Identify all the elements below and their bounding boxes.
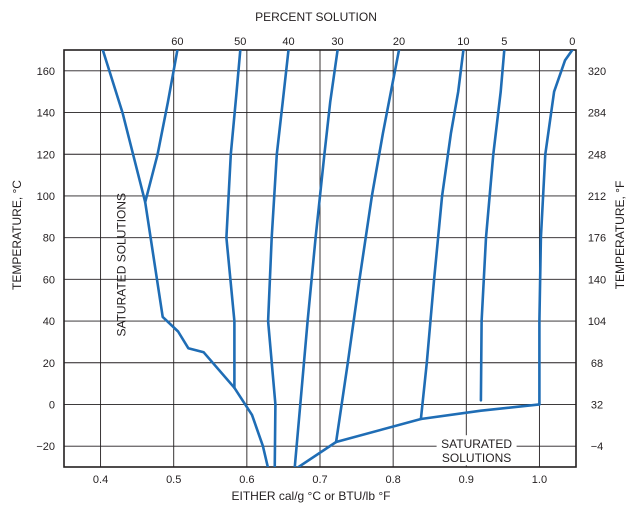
percent-solution-label: 10 (457, 36, 469, 48)
series-line-60-percent (143, 50, 179, 204)
saturated-solutions-annotation: SATURATED SOLUTIONS (115, 193, 129, 337)
percent-solution-label: 40 (282, 36, 294, 48)
y-tick-label-right: 212 (588, 191, 606, 203)
series-line-50-percent (225, 50, 242, 390)
tick-labels: 0.4 0.5 0.6 0.7 0.8 0.9 1.0 −20 −4 0 32 20 68 40 104 60… (36, 36, 606, 486)
saturation-boundary-line (101, 50, 270, 467)
saturated-solutions-annotation: SOLUTIONS (442, 451, 511, 465)
y-tick-label-right: 104 (588, 316, 606, 328)
y-tick-label-right: 248 (588, 149, 606, 161)
y-tick-label-right: −4 (591, 441, 604, 453)
y-tick-label-left: 80 (43, 233, 55, 245)
y-tick-label-left: 120 (37, 149, 55, 161)
annotation-background (436, 435, 517, 466)
y-axis-title-right: TEMPERATURE, °F (613, 181, 627, 290)
x-tick-label: 0.7 (312, 474, 327, 486)
series-line-5-percent (479, 50, 506, 402)
series-line-40-percent (266, 50, 290, 467)
y-tick-label-left: 160 (37, 66, 55, 78)
x-axis-title: EITHER cal/g °C or BTU/lb °F (232, 489, 391, 503)
y-tick-label-left: 100 (37, 191, 55, 203)
series-line-30-percent (293, 50, 339, 467)
x-tick-label: 1.0 (532, 474, 547, 486)
percent-solution-label: 0 (569, 36, 575, 48)
y-tick-label-right: 320 (588, 66, 606, 78)
y-tick-label-left: 60 (43, 274, 55, 286)
y-tick-label-right: 68 (591, 358, 603, 370)
x-tick-label: 0.4 (93, 474, 108, 486)
percent-solution-label: 5 (501, 36, 507, 48)
x-tick-label: 0.5 (166, 474, 181, 486)
y-tick-label-right: 140 (588, 274, 606, 286)
top-axis-title: PERCENT SOLUTION (255, 10, 377, 24)
percent-solution-label: 20 (393, 36, 405, 48)
percent-solution-label: 50 (234, 36, 246, 48)
percent-solution-label: 60 (171, 36, 183, 48)
y-tick-label-right: 32 (591, 399, 603, 411)
y-tick-label-left: 20 (43, 358, 55, 370)
x-tick-label: 0.8 (385, 474, 400, 486)
y-tick-label-left: 140 (37, 108, 55, 120)
saturated-solutions-annotation: SATURATED (441, 437, 512, 451)
y-tick-label-left: 0 (49, 399, 55, 411)
series-line-10-percent (419, 50, 465, 421)
plot-frame (63, 49, 577, 468)
y-tick-label-right: 176 (588, 233, 606, 245)
curves (101, 50, 574, 467)
y-axis-title-left: TEMPERATURE, °C (10, 180, 24, 290)
series-line-20-percent (334, 50, 401, 444)
series-line-0-percent (538, 50, 574, 406)
x-tick-label: 0.6 (239, 474, 254, 486)
x-tick-label: 0.9 (459, 474, 474, 486)
y-tick-label-left: −20 (36, 441, 55, 453)
percent-solution-label: 30 (331, 36, 343, 48)
y-tick-label-left: 40 (43, 316, 55, 328)
y-tick-label-right: 284 (588, 108, 606, 120)
